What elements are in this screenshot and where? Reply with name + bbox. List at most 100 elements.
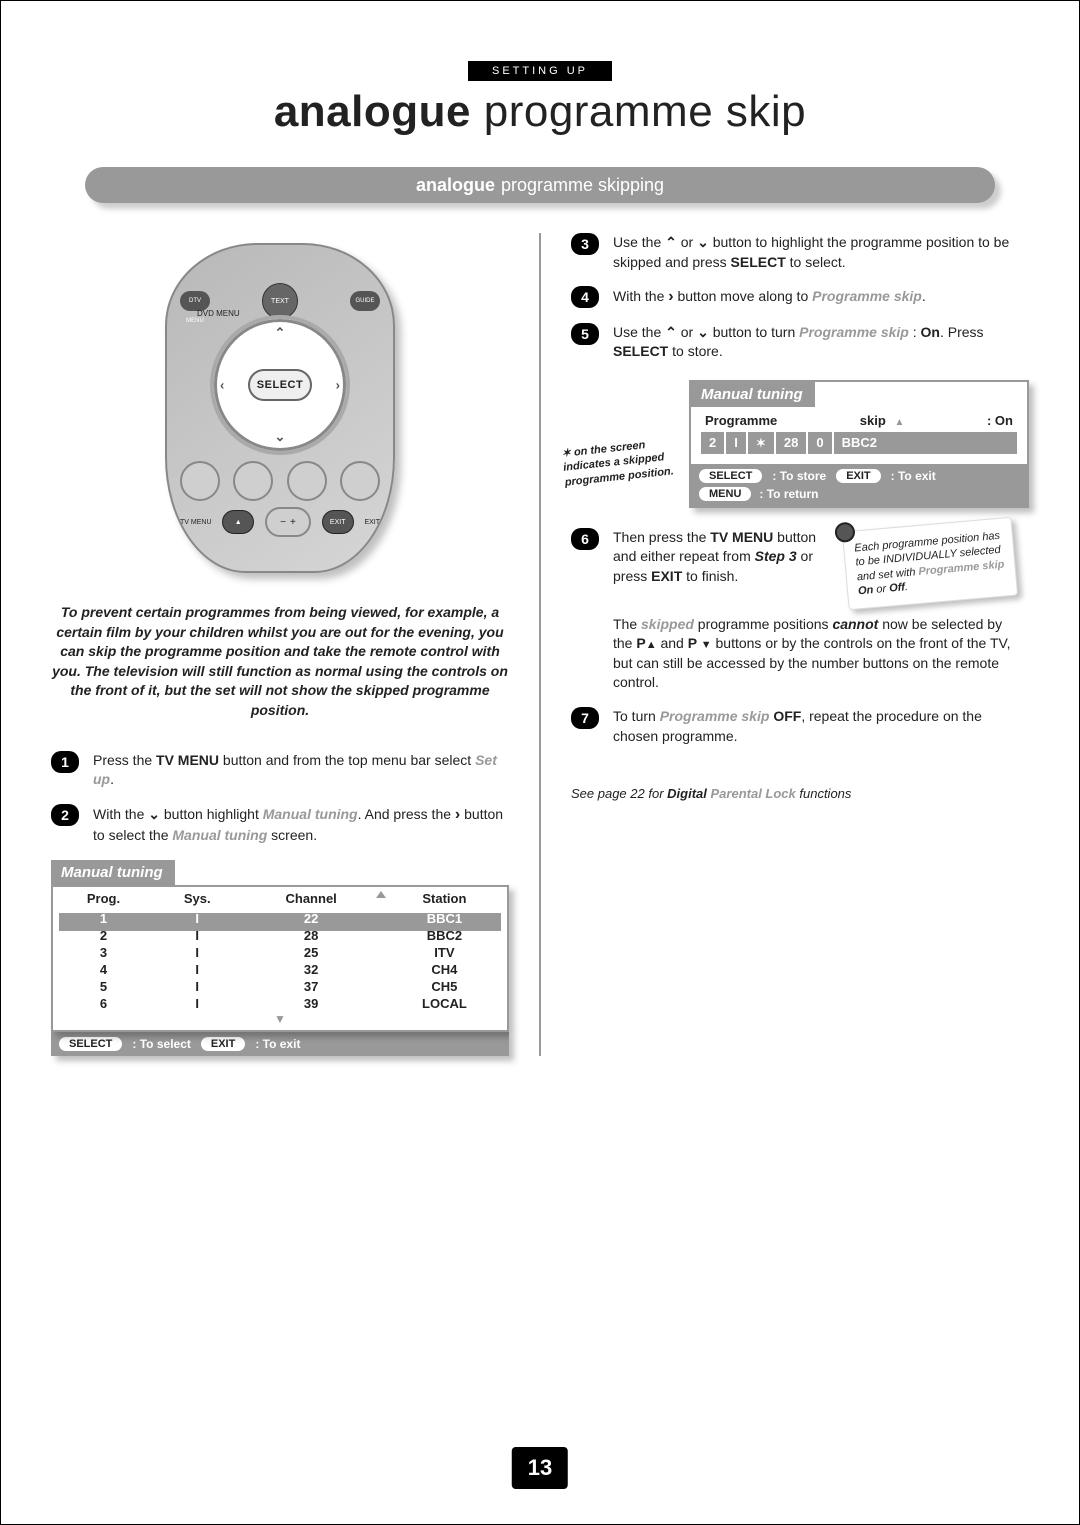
color-button-4: [340, 461, 380, 501]
osd-prog-label: Programme: [705, 413, 777, 428]
step-5: 5Use the or button to turn Programme ski…: [571, 323, 1029, 362]
mt-col-header: Sys.: [154, 887, 241, 910]
table-cell: BBC2: [382, 927, 507, 944]
osd-area: ✶ on the screen indicates a skipped prog…: [571, 380, 1029, 508]
up-triangle-icon: ▲: [892, 417, 905, 428]
osd-exit-txt: : To exit: [891, 469, 936, 483]
manual-tuning-box: Manual tuning Prog.Sys.ChannelStation 1I…: [51, 860, 509, 1032]
step-number: 1: [51, 751, 79, 773]
step-number: 5: [571, 323, 599, 345]
table-cell: CH4: [382, 961, 507, 978]
table-cell: I: [154, 910, 241, 927]
cmd-bar-left: SELECT : To select EXIT : To exit: [51, 1032, 509, 1056]
dpad: ⌃ ⌄ ‹ › SELECT: [210, 315, 350, 455]
step-7: 7 To turn Programme skip OFF, repeat the…: [571, 707, 1029, 746]
step-4: 4 With the button move along to Programme…: [571, 286, 1029, 308]
table-cell: I: [154, 961, 241, 978]
table-cell: 3: [53, 944, 154, 961]
osd-menu-pill: MENU: [699, 487, 751, 501]
select-label: : To select: [132, 1037, 190, 1051]
tv-menu-button: ▲: [222, 510, 254, 534]
star-icon: ✶: [756, 436, 766, 450]
select-pill: SELECT: [59, 1037, 122, 1051]
table-cell: 1: [53, 910, 154, 927]
step-number: 3: [571, 233, 599, 255]
table-cell: CH5: [382, 978, 507, 995]
table-row: 4I32CH4: [53, 961, 507, 978]
step-number: 7: [571, 707, 599, 729]
mt-table: Prog.Sys.ChannelStation 1I22BBC12I28BBC2…: [53, 887, 507, 1012]
osd-select-pill: SELECT: [699, 469, 762, 483]
osd-cell: 28: [776, 435, 806, 450]
table-cell: 28: [241, 927, 382, 944]
step-text: Use the or button to highlight the progr…: [613, 233, 1029, 272]
table-cell: 25: [241, 944, 382, 961]
osd-cell: 0: [808, 435, 831, 450]
step-3: 3 Use the or button to highlight the prog…: [571, 233, 1029, 272]
osd-cell: I: [726, 435, 746, 450]
dpad-left-icon: ‹: [220, 378, 224, 393]
text-button: TEXT: [262, 283, 298, 319]
table-row: 6I39LOCAL: [53, 995, 507, 1012]
step-text: With the button move along to Programme …: [613, 286, 1029, 308]
osd-cell: 2: [701, 435, 724, 450]
step-number: 6: [571, 528, 599, 550]
tip-bubble: Each programme position has to be INDIVI…: [842, 517, 1018, 611]
osd-cmd-bar: SELECT : To store EXIT : To exit MENU : …: [691, 464, 1027, 506]
mt-scroll-down-icon: ▼: [53, 1012, 507, 1030]
table-cell: 4: [53, 961, 154, 978]
table-cell: 22: [241, 910, 382, 927]
table-row: 3I25ITV: [53, 944, 507, 961]
table-cell: I: [154, 927, 241, 944]
mt-col-header: Channel: [241, 887, 382, 910]
dpad-down-icon: ⌄: [275, 429, 286, 445]
table-cell: 32: [241, 961, 382, 978]
dvd-menu-label: DVD MENU: [197, 310, 240, 318]
osd-cell: ✶: [748, 436, 774, 450]
guide-button: GUIDE: [350, 291, 380, 311]
step-number: 2: [51, 804, 79, 826]
page-number: 13: [512, 1447, 568, 1489]
table-cell: 39: [241, 995, 382, 1012]
table-cell: BBC1: [382, 910, 507, 927]
table-cell: I: [154, 995, 241, 1012]
table-cell: 37: [241, 978, 382, 995]
star-note: ✶ on the screen indicates a skipped prog…: [561, 433, 695, 489]
table-cell: I: [154, 978, 241, 995]
table-cell: I: [154, 944, 241, 961]
pin-icon: [834, 521, 856, 543]
plus-minus-button: − +: [265, 507, 311, 537]
step-text: With the button highlight Manual tuning.…: [93, 804, 509, 846]
intro-paragraph: To prevent certain programmes from being…: [51, 603, 509, 721]
step-6-note: The skipped programme positions cannot n…: [613, 615, 1015, 693]
mt-col-header: Prog.: [53, 887, 154, 910]
dtv-menu-button: DTV MENU: [180, 291, 210, 311]
table-cell: LOCAL: [382, 995, 507, 1012]
remote-illustration: DTV MENU TEXT GUIDE DVD MENU ⌃ ⌄ ‹ › SEL…: [165, 243, 395, 573]
osd-data-bar: 2I✶280BBC2: [701, 432, 1017, 454]
exit-pill: EXIT: [201, 1037, 245, 1051]
section-banner: analogue programme skipping: [85, 167, 995, 203]
exit-label: : To exit: [255, 1037, 300, 1051]
table-row: 2I28BBC2: [53, 927, 507, 944]
exit-button: EXIT: [322, 510, 354, 534]
step-7-text: To turn Programme skip OFF, repeat the p…: [613, 707, 1029, 746]
dpad-right-icon: ›: [336, 378, 340, 393]
step-number: 4: [571, 286, 599, 308]
title-bold: analogue: [274, 87, 471, 136]
step-1: 1Press the TV MENU button and from the t…: [51, 751, 509, 790]
table-row: 5I37CH5: [53, 978, 507, 995]
osd-menu-txt: : To return: [759, 487, 818, 501]
see-reference: See page 22 for Digital Parental Lock fu…: [571, 786, 1029, 801]
page-title: analogue programme skip: [51, 87, 1029, 137]
table-cell: 2: [53, 927, 154, 944]
banner-bold: analogue: [416, 175, 495, 196]
color-button-2: [233, 461, 273, 501]
color-button-3: [287, 461, 327, 501]
osd-select-txt: : To store: [772, 469, 826, 483]
step-6-text: Then press the TV MENU button and either…: [613, 529, 816, 584]
mt-col-header: Station: [382, 887, 507, 910]
osd-on-label: : On: [987, 413, 1013, 428]
step-2: 2 With the button highlight Manual tuning…: [51, 804, 509, 846]
exit-label: EXIT: [364, 519, 380, 526]
